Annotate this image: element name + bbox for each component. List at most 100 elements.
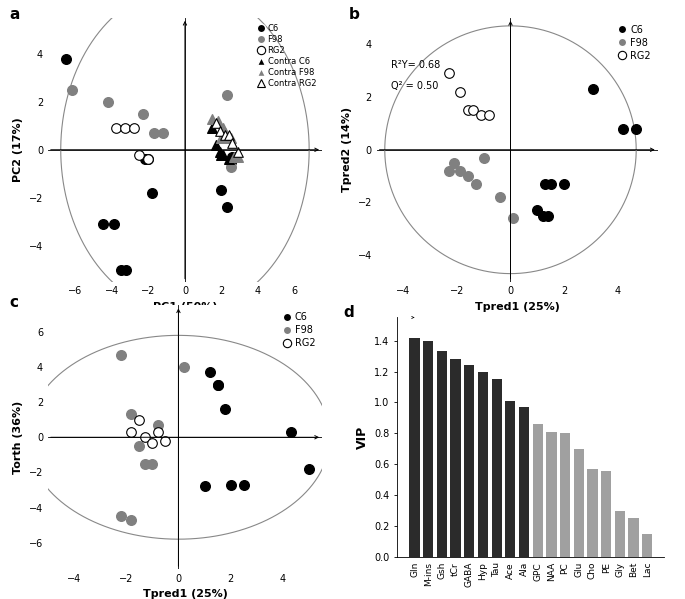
Bar xyxy=(519,407,530,557)
Point xyxy=(147,459,158,468)
Point xyxy=(152,427,163,437)
Point xyxy=(134,150,145,159)
Point xyxy=(545,179,556,189)
Point xyxy=(147,438,158,447)
Point xyxy=(631,124,642,134)
Point xyxy=(227,138,238,147)
Point xyxy=(158,128,169,138)
Point xyxy=(143,155,154,164)
Bar xyxy=(478,371,488,557)
Point xyxy=(143,155,154,164)
Bar xyxy=(451,359,461,557)
Point xyxy=(147,188,158,198)
Point xyxy=(210,140,221,150)
Legend: C6, F98, RG2, Contra C6, Contra F98, Contra RG2: C6, F98, RG2, Contra C6, Contra F98, Con… xyxy=(256,22,318,90)
Point xyxy=(470,179,481,189)
Point xyxy=(108,219,119,229)
Point xyxy=(116,512,127,521)
Point xyxy=(232,147,243,157)
Bar xyxy=(560,434,570,557)
Point xyxy=(218,123,229,133)
Point xyxy=(139,155,150,164)
Point xyxy=(66,85,77,95)
Y-axis label: PC2 (17%): PC2 (17%) xyxy=(13,117,23,182)
Point xyxy=(126,515,137,525)
Point xyxy=(61,54,72,63)
Bar xyxy=(437,352,447,557)
Point xyxy=(214,126,225,135)
Point xyxy=(218,150,229,159)
Point xyxy=(220,404,231,414)
Point xyxy=(210,119,221,128)
Point xyxy=(462,105,473,115)
Legend: C6, F98, RG2: C6, F98, RG2 xyxy=(616,23,653,62)
Point xyxy=(126,427,137,437)
Point xyxy=(229,152,240,162)
Bar xyxy=(546,432,556,557)
Point xyxy=(139,432,150,442)
Point xyxy=(134,441,145,451)
Point xyxy=(220,128,231,138)
Point xyxy=(532,205,543,215)
Point xyxy=(134,415,145,425)
Point xyxy=(443,68,454,78)
Point xyxy=(449,158,460,168)
Point xyxy=(617,124,628,134)
X-axis label: Tpred1 (25%): Tpred1 (25%) xyxy=(475,302,560,312)
Legend: C6, F98, RG2: C6, F98, RG2 xyxy=(281,310,317,350)
X-axis label: PC1 (50%): PC1 (50%) xyxy=(153,302,217,312)
Bar xyxy=(628,518,638,557)
Point xyxy=(537,211,548,220)
Point xyxy=(454,166,465,176)
Bar xyxy=(423,341,434,557)
Point xyxy=(128,123,139,133)
Point xyxy=(508,213,519,223)
Point xyxy=(223,131,234,140)
Point xyxy=(152,420,163,429)
Bar xyxy=(506,401,516,557)
Bar xyxy=(573,449,584,557)
Point xyxy=(229,152,240,162)
Point xyxy=(97,219,108,229)
Y-axis label: Torth (36%): Torth (36%) xyxy=(13,401,23,474)
Point xyxy=(478,153,489,162)
Point xyxy=(178,362,189,372)
Point xyxy=(540,179,551,189)
Bar xyxy=(587,469,597,557)
Point xyxy=(303,464,314,474)
Point xyxy=(454,87,465,96)
Y-axis label: Tpred2 (14%): Tpred2 (14%) xyxy=(342,107,352,192)
Point xyxy=(212,116,223,126)
Point xyxy=(543,211,553,220)
Point xyxy=(225,480,236,489)
Point xyxy=(103,97,114,107)
Point xyxy=(216,186,227,195)
Text: b: b xyxy=(349,7,360,22)
Point xyxy=(116,265,127,274)
Point xyxy=(149,128,160,138)
Point xyxy=(207,123,218,133)
Text: c: c xyxy=(10,295,18,310)
Point xyxy=(484,111,495,120)
Point xyxy=(110,123,121,133)
Point xyxy=(558,179,569,189)
Point xyxy=(221,133,232,143)
Point xyxy=(588,84,599,94)
Point xyxy=(212,380,223,389)
Point xyxy=(204,367,215,377)
Text: Q² = 0.50: Q² = 0.50 xyxy=(391,81,438,91)
Point xyxy=(138,109,149,119)
Point xyxy=(495,192,506,202)
Point xyxy=(227,152,238,162)
Point xyxy=(443,166,454,176)
Bar xyxy=(614,511,625,557)
Point xyxy=(225,133,236,143)
Bar xyxy=(410,338,420,557)
Text: d: d xyxy=(344,305,355,320)
Point xyxy=(285,427,296,437)
Point xyxy=(232,152,243,162)
Point xyxy=(225,157,236,167)
Point xyxy=(119,123,130,133)
Point xyxy=(468,105,479,115)
Point xyxy=(121,265,132,274)
